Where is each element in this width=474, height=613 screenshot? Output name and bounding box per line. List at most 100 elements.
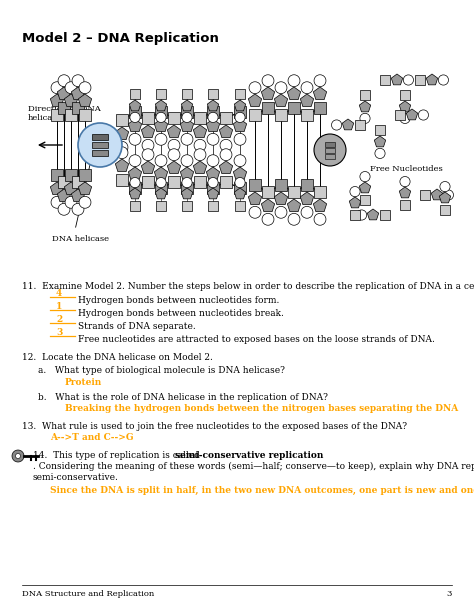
- Bar: [275, 179, 287, 191]
- Bar: [129, 106, 141, 118]
- Circle shape: [65, 82, 77, 94]
- Bar: [130, 201, 140, 211]
- Bar: [325, 153, 335, 159]
- Bar: [350, 210, 360, 220]
- Circle shape: [314, 213, 326, 225]
- Circle shape: [275, 207, 287, 218]
- Bar: [181, 106, 193, 118]
- Circle shape: [194, 139, 206, 151]
- Bar: [130, 89, 140, 99]
- Circle shape: [156, 178, 166, 188]
- Bar: [168, 112, 180, 124]
- Polygon shape: [287, 199, 301, 211]
- Polygon shape: [287, 87, 301, 100]
- Polygon shape: [181, 100, 193, 111]
- Circle shape: [58, 204, 70, 215]
- Bar: [325, 142, 335, 147]
- Polygon shape: [155, 100, 167, 111]
- Circle shape: [249, 207, 261, 218]
- Circle shape: [155, 134, 167, 145]
- Bar: [79, 109, 91, 121]
- Polygon shape: [301, 192, 314, 205]
- Circle shape: [400, 113, 410, 123]
- Polygon shape: [155, 167, 168, 180]
- Circle shape: [249, 82, 261, 94]
- Bar: [249, 179, 261, 191]
- Polygon shape: [261, 199, 274, 211]
- Text: a.   What type of biological molecule is DNA helicase?: a. What type of biological molecule is D…: [38, 366, 285, 375]
- Bar: [275, 109, 287, 121]
- Polygon shape: [313, 87, 327, 100]
- Polygon shape: [261, 87, 274, 100]
- Circle shape: [72, 75, 84, 86]
- Polygon shape: [349, 197, 361, 208]
- Text: A-->T and C-->G: A-->T and C-->G: [50, 433, 134, 442]
- Bar: [168, 176, 180, 188]
- Circle shape: [16, 454, 20, 459]
- Bar: [301, 109, 313, 121]
- Polygon shape: [78, 182, 91, 195]
- Circle shape: [207, 134, 219, 145]
- Text: 3: 3: [56, 328, 63, 337]
- Polygon shape: [207, 100, 219, 111]
- Circle shape: [168, 149, 180, 161]
- Polygon shape: [248, 94, 262, 107]
- Text: Protein: Protein: [65, 378, 102, 387]
- Bar: [129, 182, 141, 194]
- Bar: [314, 186, 326, 198]
- Circle shape: [168, 139, 180, 151]
- Polygon shape: [301, 94, 314, 107]
- Bar: [380, 75, 390, 85]
- Bar: [207, 106, 219, 118]
- Polygon shape: [64, 94, 78, 107]
- Text: Direction of DNA
helicase: Direction of DNA helicase: [28, 105, 101, 122]
- Circle shape: [418, 110, 428, 120]
- Bar: [116, 174, 128, 186]
- Circle shape: [208, 178, 218, 188]
- Polygon shape: [180, 119, 194, 132]
- Circle shape: [129, 154, 141, 167]
- Text: Free nucleotides are attracted to exposed bases on the loose strands of DNA.: Free nucleotides are attracted to expose…: [78, 335, 435, 344]
- Polygon shape: [72, 189, 85, 202]
- Text: 11.  Examine Model 2. Number the steps below in order to describe the replicatio: 11. Examine Model 2. Number the steps be…: [22, 282, 474, 291]
- Polygon shape: [141, 161, 155, 173]
- Circle shape: [130, 112, 140, 123]
- Polygon shape: [78, 94, 91, 107]
- Polygon shape: [50, 182, 64, 195]
- Bar: [440, 205, 450, 215]
- Circle shape: [78, 123, 122, 167]
- Polygon shape: [155, 188, 167, 199]
- Circle shape: [116, 147, 128, 159]
- Circle shape: [181, 154, 193, 167]
- Circle shape: [235, 178, 245, 188]
- Text: Hydrogen bonds between nucleotides form.: Hydrogen bonds between nucleotides form.: [78, 296, 279, 305]
- Bar: [116, 114, 128, 126]
- Polygon shape: [141, 125, 155, 138]
- Polygon shape: [359, 101, 371, 112]
- Polygon shape: [50, 94, 64, 107]
- Circle shape: [234, 154, 246, 167]
- Polygon shape: [57, 189, 71, 202]
- Bar: [194, 176, 206, 188]
- Bar: [194, 112, 206, 124]
- Circle shape: [116, 142, 128, 153]
- Text: DNA helicase: DNA helicase: [52, 235, 109, 243]
- Polygon shape: [342, 119, 354, 130]
- Bar: [155, 182, 167, 194]
- Bar: [208, 201, 218, 211]
- Circle shape: [375, 148, 385, 159]
- Circle shape: [288, 213, 300, 225]
- Polygon shape: [207, 188, 219, 199]
- Bar: [234, 106, 246, 118]
- Circle shape: [356, 210, 367, 220]
- Circle shape: [400, 177, 410, 187]
- Circle shape: [129, 134, 141, 145]
- Circle shape: [403, 75, 413, 85]
- Circle shape: [155, 154, 167, 167]
- Bar: [156, 201, 166, 211]
- Circle shape: [130, 178, 140, 188]
- Circle shape: [301, 82, 313, 94]
- Bar: [142, 112, 154, 124]
- Circle shape: [350, 186, 360, 197]
- Text: 12.  Locate the DNA helicase on Model 2.: 12. Locate the DNA helicase on Model 2.: [22, 353, 213, 362]
